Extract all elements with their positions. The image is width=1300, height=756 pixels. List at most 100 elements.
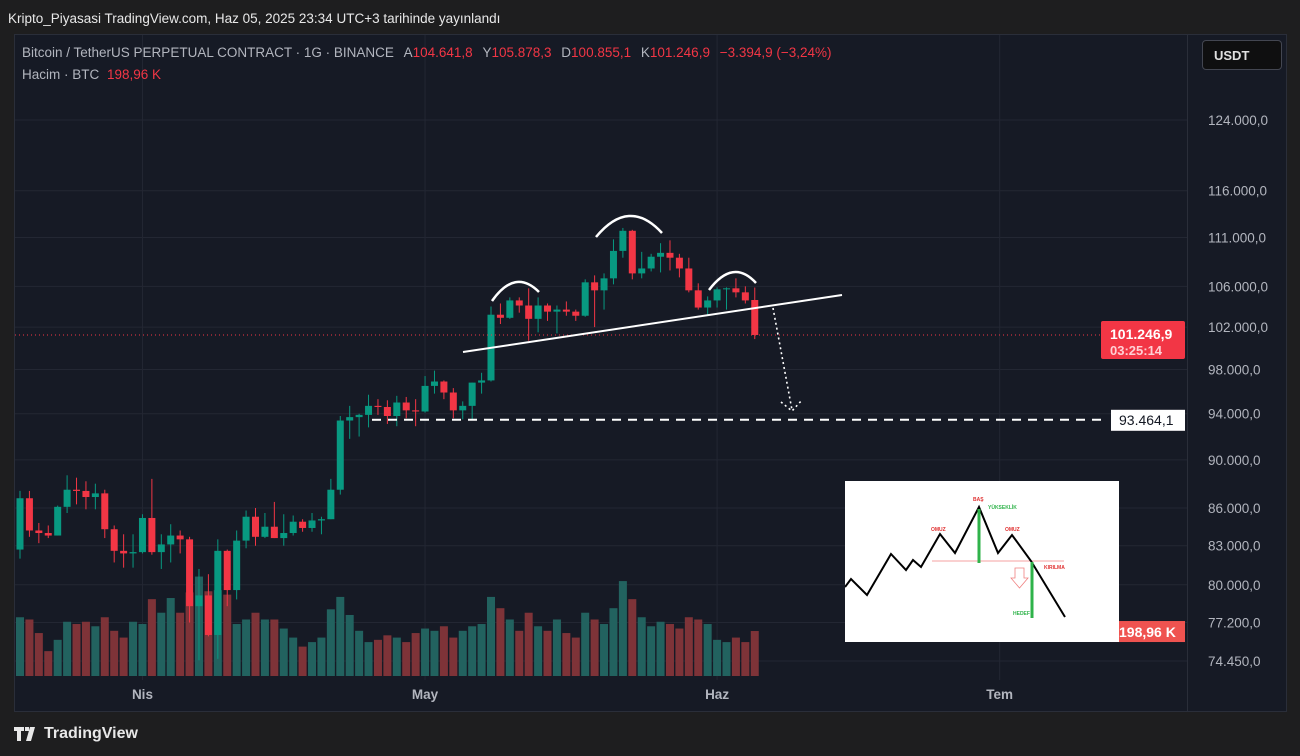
candle-body <box>63 489 71 507</box>
candle <box>176 530 184 554</box>
volume-bar <box>402 642 411 676</box>
candle <box>82 481 90 510</box>
candle <box>591 275 599 328</box>
candle-body <box>393 402 401 416</box>
candle-body <box>242 516 250 541</box>
projection-arrow-icon[interactable] <box>772 307 803 413</box>
candle-body <box>110 529 118 551</box>
candle <box>723 287 730 310</box>
candle <box>732 278 740 298</box>
volume-bar <box>91 626 100 676</box>
open-label: A <box>403 45 413 60</box>
volume-bar <box>449 637 458 676</box>
diagram-svg: BAŞ YÜKSEKLİK OMUZ OMUZ KIRILMA HEDEF <box>844 497 1066 618</box>
candle-body <box>148 517 156 553</box>
brand-name: TradingView <box>44 725 138 742</box>
volume-bar <box>16 617 24 676</box>
volume-bar <box>524 612 533 676</box>
price-tick-label: 80.000,0 <box>1208 578 1261 593</box>
candle-body <box>120 550 128 554</box>
volume-bar <box>176 612 185 676</box>
candle-body <box>544 305 552 312</box>
volume-bar <box>571 637 580 676</box>
volume-bar <box>72 624 81 676</box>
currency-button[interactable]: USDT <box>1202 40 1282 70</box>
open-value: 104.641,8 <box>412 45 473 60</box>
candle-body <box>619 230 627 251</box>
candle-body <box>449 392 457 411</box>
last-price-label: 101.246,9 <box>1110 326 1172 342</box>
candle-body <box>214 550 222 635</box>
time-axis[interactable]: Nis May Haz Tem <box>132 687 1013 702</box>
head-arc[interactable] <box>595 214 663 238</box>
right-shoulder-arc[interactable] <box>708 270 757 291</box>
volume-bar <box>147 599 156 676</box>
volume-bar <box>185 592 194 676</box>
candle <box>327 478 335 520</box>
candle <box>628 229 636 280</box>
candles <box>16 227 759 661</box>
low-label: D <box>561 45 572 60</box>
candle-body <box>713 289 721 301</box>
volume-bar <box>34 633 43 676</box>
volume-bar <box>618 581 627 676</box>
candle-body <box>402 402 410 411</box>
candle <box>534 297 542 333</box>
volume-bar <box>515 630 524 676</box>
candle-body <box>280 533 288 539</box>
candle-body <box>355 414 363 418</box>
candle <box>355 413 363 437</box>
candle-body <box>299 521 307 528</box>
volume-bar <box>637 617 646 676</box>
ohlc-legend: Bitcoin / TetherUS PERPETUAL CONTRACT · … <box>22 45 832 60</box>
volume-bar <box>713 639 722 676</box>
volume-badge <box>1111 621 1185 643</box>
candle-body <box>16 498 24 550</box>
candle <box>223 549 231 607</box>
candle <box>487 306 495 382</box>
target-price-badge <box>1111 409 1185 431</box>
tradingview-logo-icon <box>14 727 35 741</box>
candle-body <box>270 526 278 539</box>
volume-bar <box>129 621 138 676</box>
candle-body <box>101 493 109 530</box>
candle-body <box>515 300 523 306</box>
tradingview-logo[interactable]: TradingView <box>14 725 138 743</box>
candle-body <box>176 535 184 540</box>
candle-body <box>440 381 448 393</box>
candle <box>35 522 43 544</box>
volume-bar <box>496 608 505 676</box>
candle <box>421 376 429 413</box>
volume-badge-label: 198,96 K <box>1119 624 1176 640</box>
volume-bar <box>100 617 109 676</box>
candle-body <box>723 288 730 290</box>
close-value: 101.246,9 <box>649 45 710 60</box>
candle-body <box>581 282 589 316</box>
last-price-badge <box>1101 320 1185 359</box>
candle-body <box>609 250 617 279</box>
price-tick-label: 116.000,0 <box>1208 184 1267 199</box>
candle <box>317 516 325 535</box>
symbol-title[interactable]: Bitcoin / TetherUS PERPETUAL CONTRACT · … <box>22 45 394 60</box>
candle-body <box>628 230 636 274</box>
volume-bar <box>665 624 674 676</box>
candle <box>666 240 674 271</box>
volume-bar <box>477 624 486 676</box>
volume-bar <box>25 619 34 676</box>
volume-label[interactable]: Hacim · BTC <box>22 67 100 82</box>
candle-body <box>421 385 429 412</box>
candle-body <box>261 526 269 537</box>
time-tick-label: Haz <box>705 687 729 702</box>
price-axis[interactable]: 124.000,0 116.000,0 111.000,0 106.000,0 102.… <box>1208 113 1268 669</box>
volume-bar <box>552 619 561 676</box>
candle <box>685 257 693 293</box>
left-shoulder-arc[interactable] <box>490 280 540 302</box>
price-tick-label: 98.000,0 <box>1208 363 1261 378</box>
candle-body <box>685 268 693 291</box>
neckline-trendline[interactable] <box>462 294 843 353</box>
candle <box>167 524 175 563</box>
diagram-height-label: YÜKSEKLİK <box>988 504 1017 511</box>
candle <box>478 372 486 394</box>
candle-body <box>327 489 335 520</box>
